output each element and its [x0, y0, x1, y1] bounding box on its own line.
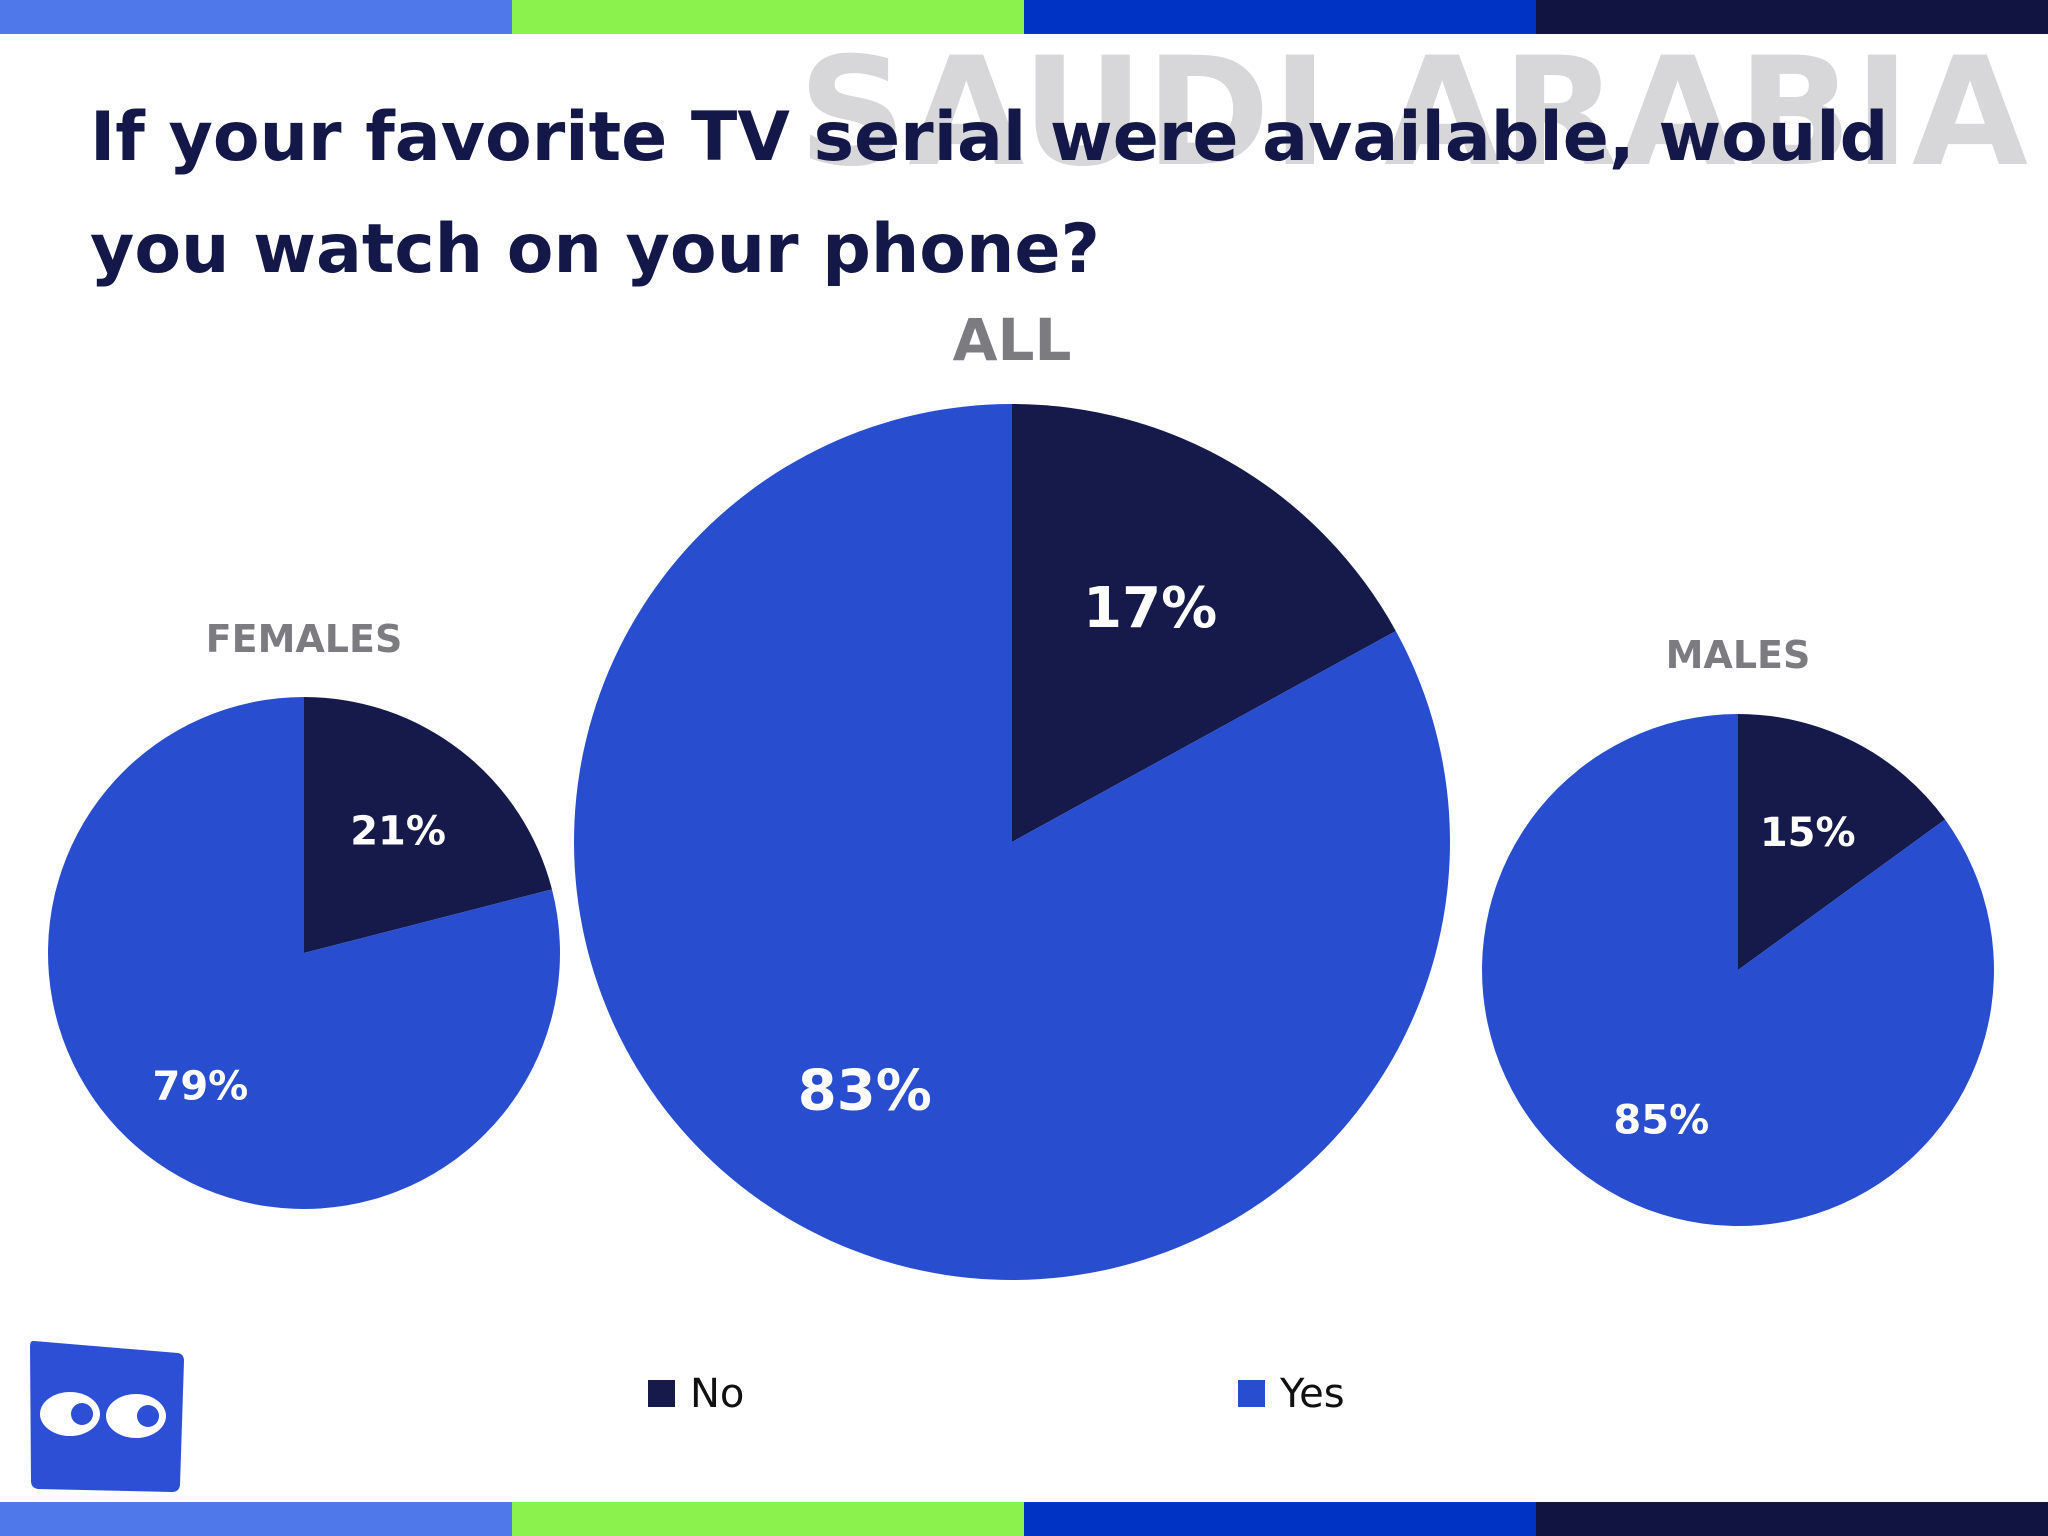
legend-label: Yes — [1279, 1371, 1345, 1417]
pie-chart-males: 15% 85% MALES — [1481, 633, 1994, 1226]
data-label-yes: 79% — [153, 1064, 249, 1110]
pie-slice-yes — [1481, 714, 1994, 1226]
bottom-color-band — [0, 1502, 2048, 1536]
pie-title: FEMALES — [206, 617, 403, 661]
bottom-band-segment-1 — [0, 1502, 512, 1536]
pie-slice-yes — [48, 697, 561, 1209]
legend-swatch — [648, 1380, 675, 1407]
top-band-segment-3 — [1024, 0, 1536, 34]
data-label-yes: 85% — [1613, 1098, 1709, 1144]
legend-swatch — [1238, 1380, 1265, 1407]
top-band-segment-2 — [512, 0, 1024, 34]
pie-chart-all: 17% 83% ALL — [573, 306, 1450, 1281]
bottom-band-segment-2 — [512, 1502, 1024, 1536]
bottom-band-segment-4 — [1536, 1502, 2048, 1536]
pie-title: ALL — [953, 306, 1072, 374]
country-watermark: SAUDI ARABIA — [798, 26, 2030, 200]
top-band-segment-1 — [0, 0, 512, 34]
top-band-segment-4 — [1536, 0, 2048, 34]
data-label-no: 17% — [1083, 576, 1217, 641]
pie-slice-yes — [573, 404, 1450, 1281]
bottom-band-segment-3 — [1024, 1502, 1536, 1536]
pie-title: MALES — [1666, 633, 1811, 677]
data-label-no: 15% — [1760, 810, 1856, 856]
top-color-band — [0, 0, 2048, 34]
pie-chart-females: 21% 79% FEMALES — [48, 617, 561, 1209]
pie-slice-no — [1738, 714, 1946, 970]
legend-entry-yes: Yes — [1238, 1371, 1345, 1417]
data-label-no: 21% — [350, 809, 446, 855]
page-title: If your favorite TV serial were availabl… — [90, 98, 1889, 289]
pie-slice-no — [304, 697, 552, 953]
pie-slice-no — [1012, 404, 1396, 842]
eyes-logo-icon — [28, 1335, 184, 1495]
legend-entry-no: No — [648, 1371, 744, 1417]
data-label-yes: 83% — [798, 1058, 932, 1123]
legend-label: No — [690, 1371, 744, 1417]
